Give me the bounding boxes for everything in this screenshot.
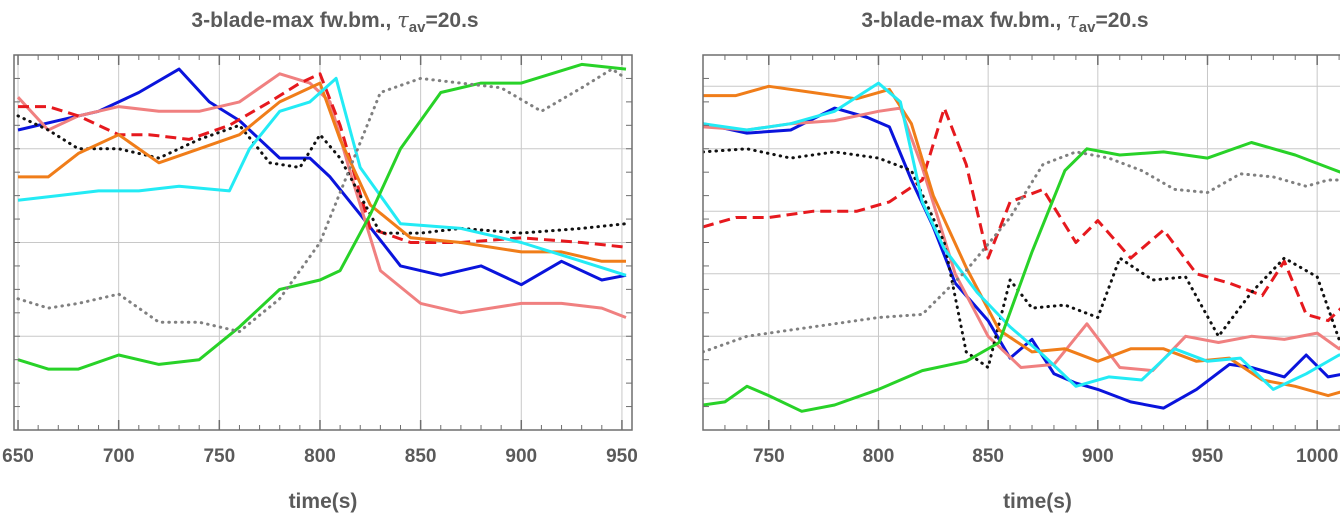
chart-panel-right: 3-blade-max fw.bm., τav=20.s 750 800 850 90… (670, 0, 1340, 523)
grid (14, 54, 632, 430)
series-line-cyan (17, 76, 627, 277)
x-tick-label: 850 (405, 446, 437, 467)
x-tick-label: 1000 (1296, 446, 1338, 467)
line-chart-right: 750 800 850 900 950 1000 time(s) (702, 54, 1340, 513)
series-line-gray-dotted (703, 150, 1340, 354)
series-line-black-dotted (703, 147, 1340, 369)
plot-frame (702, 54, 1340, 431)
x-axis-label: time(s) (289, 490, 358, 513)
x-axis-label: time(s) (1003, 490, 1072, 513)
x-tick-label: 900 (1082, 446, 1114, 467)
series-line-black-dotted (16, 114, 628, 235)
chart-panel-left: 3-blade-max fw.bm., τav=20.s 650 700 750 80… (2, 8, 638, 513)
grid (703, 55, 1340, 430)
x-tick-label: 850 (972, 446, 1004, 467)
series-line-green (17, 62, 627, 371)
series-line-orange (703, 84, 1340, 398)
series-line-cyan (703, 81, 1340, 391)
series-line-blue (17, 67, 627, 287)
x-tick-label: 800 (863, 446, 895, 467)
series-line-pink (703, 106, 1340, 373)
x-tick-label: 650 (2, 446, 34, 467)
x-tick-label: 950 (606, 446, 638, 467)
chart-title: 3-blade-max fw.bm., τav=20.s (861, 8, 1149, 37)
x-tick-label: 750 (753, 446, 785, 467)
x-tick-label: 800 (304, 446, 336, 467)
chart-title: 3-blade-max fw.bm., τav=20.s (191, 8, 479, 37)
x-tick-label: 750 (203, 446, 235, 467)
x-tick-label: 700 (103, 446, 135, 467)
x-tick-label: 900 (505, 446, 537, 467)
series-line-red-dashed (18, 72, 627, 249)
line-chart-left: 650 700 750 800 850 900 950 time(s) (2, 54, 638, 513)
series-line-gray-dotted (16, 67, 628, 334)
series-line-pink (16, 72, 627, 319)
series-line-orange (18, 81, 626, 263)
series-line-red-dashed (703, 106, 1340, 323)
series-line-green (703, 141, 1340, 413)
x-tick-label: 950 (1192, 446, 1224, 467)
